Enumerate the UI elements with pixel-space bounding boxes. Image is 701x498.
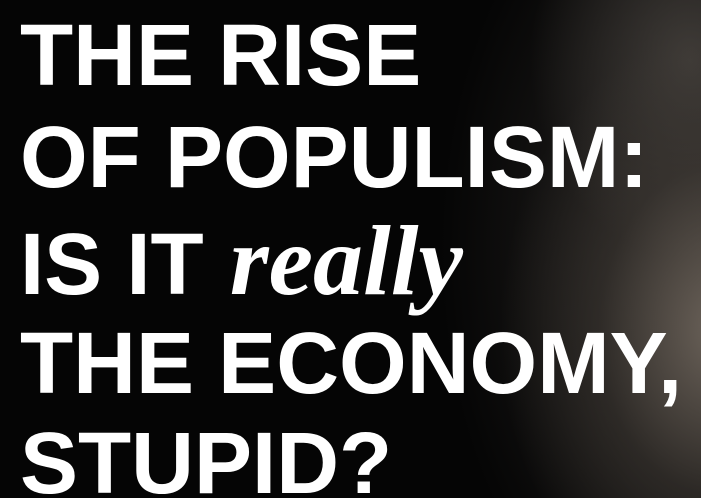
headline-line: THE RISE <box>20 12 421 99</box>
poster: THE RISE OF POPULISM: IS ITreally THE EC… <box>0 0 701 498</box>
headline-text: THE ECONOMY, <box>20 315 682 412</box>
headline-text: IS IT <box>20 216 204 313</box>
headline-emphasis: really <box>230 205 463 316</box>
headline-text: OF POPULISM: <box>20 109 648 206</box>
headline-text: THE RISE <box>20 7 421 104</box>
page: THE RISE OF POPULISM: IS ITreally THE EC… <box>0 0 701 498</box>
headline-text: STUPID? <box>20 415 392 498</box>
headline-line: THE ECONOMY, <box>20 320 682 407</box>
headline-line: OF POPULISM: <box>20 114 648 201</box>
headline-line: STUPID? <box>20 420 392 498</box>
